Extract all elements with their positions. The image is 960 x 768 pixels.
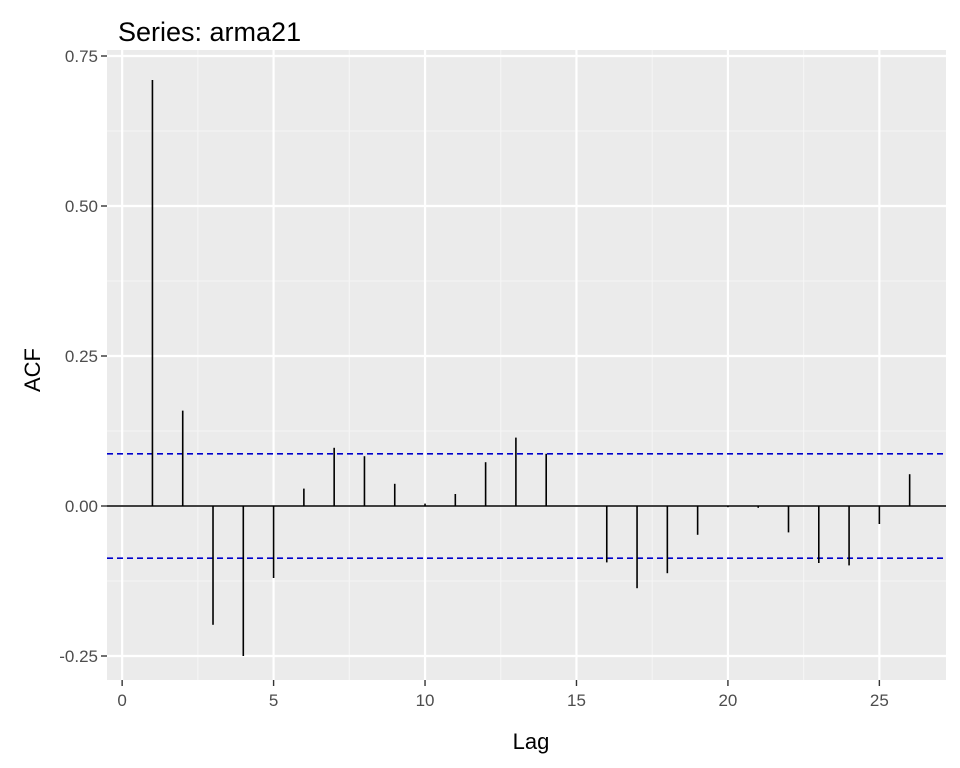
x-tick-label: 20	[718, 691, 737, 710]
y-tick-label: 0.75	[65, 47, 98, 66]
x-tick-label: 25	[870, 691, 889, 710]
y-tick-label: 0.25	[65, 347, 98, 366]
chart-title: Series: arma21	[118, 17, 301, 47]
x-tick-label: 5	[269, 691, 278, 710]
y-tick-label: 0.50	[65, 197, 98, 216]
y-tick-label: -0.25	[59, 647, 98, 666]
plot-panel	[107, 50, 946, 680]
y-tick-label: 0.00	[65, 497, 98, 516]
minor-gridlines	[107, 50, 946, 680]
x-tick-label: 10	[416, 691, 435, 710]
y-axis-title: ACF	[20, 348, 45, 392]
x-axis: 0 5 10 15 20 25	[117, 680, 889, 710]
x-tick-label: 15	[567, 691, 586, 710]
x-axis-title: Lag	[513, 729, 550, 754]
acf-bars	[151, 80, 911, 656]
y-axis: -0.25 0.00 0.25 0.50 0.75	[59, 47, 107, 666]
x-tick-label: 0	[117, 691, 126, 710]
